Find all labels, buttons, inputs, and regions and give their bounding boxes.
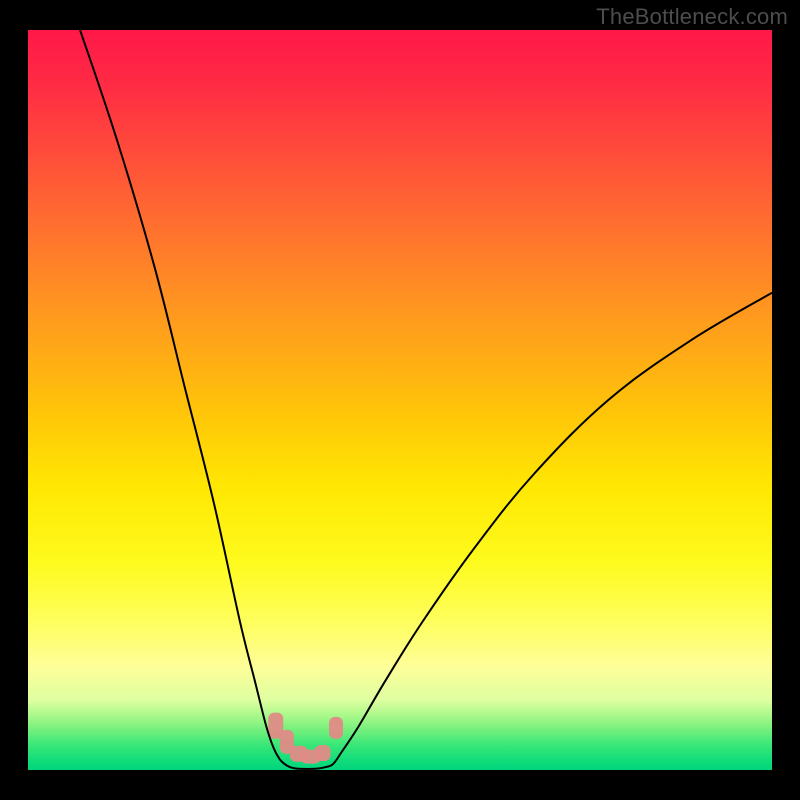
trough-marker: [329, 717, 343, 739]
bottleneck-chart: [0, 0, 800, 800]
chart-container: TheBottleneck.com: [0, 0, 800, 800]
trough-marker: [315, 745, 331, 761]
watermark-text: TheBottleneck.com: [596, 4, 788, 30]
plot-background-gradient: [28, 30, 772, 770]
